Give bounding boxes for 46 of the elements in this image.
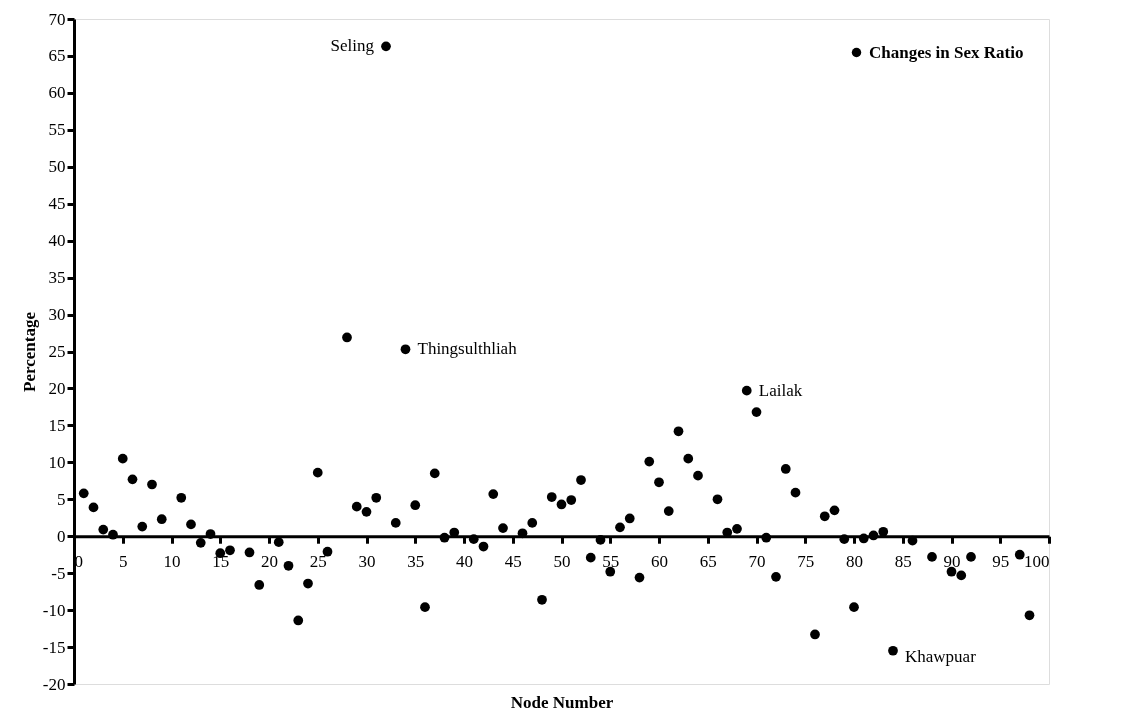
y-tick-label: 35: [48, 268, 66, 288]
x-tick-label: 35: [407, 551, 425, 571]
y-tick-label: 30: [48, 305, 66, 325]
y-tick-label: 45: [48, 194, 66, 214]
y-tick-label: 55: [48, 120, 66, 140]
legend-label: Changes in Sex Ratio: [869, 42, 1024, 62]
y-tick-label: 40: [48, 231, 66, 251]
y-tick-label: 65: [48, 46, 66, 66]
annotation: Khawpuar: [905, 646, 977, 666]
y-tick-label: 5: [57, 489, 66, 509]
x-tick-label: 25: [309, 551, 327, 571]
annotation: Thingsulthliah: [417, 339, 518, 359]
y-tick-label: -15: [42, 637, 66, 657]
x-tick-label: 45: [504, 551, 522, 571]
x-tick-label: 20: [261, 551, 278, 571]
y-tick-label: 50: [48, 157, 66, 177]
y-tick-label: 25: [48, 342, 66, 361]
x-tick-label: 50: [553, 551, 571, 571]
y-tick-label: 10: [48, 452, 66, 472]
y-tick-label: 15: [48, 415, 66, 435]
x-tick-label: 40: [456, 551, 473, 571]
y-tick-label: 20: [48, 378, 66, 398]
y-tick-label: -5: [51, 563, 66, 583]
x-tick-label: 55: [602, 551, 620, 571]
x-tick-label: 75: [797, 551, 815, 571]
x-tick-label: 10: [163, 551, 181, 571]
x-tick-label: 90: [943, 551, 961, 571]
x-tick-label: 65: [699, 551, 717, 571]
x-tick-label: 15: [212, 551, 230, 571]
x-tick-label: 85: [894, 551, 912, 571]
y-tick-label: -20: [42, 674, 66, 694]
y-tick-label: 0: [57, 526, 66, 546]
x-tick-label: 70: [748, 551, 766, 571]
annotation: Lailak: [758, 380, 803, 400]
y-axis-title: Percentage: [19, 311, 39, 392]
x-tick-label: 60: [651, 551, 668, 571]
x-tick-label: 30: [358, 551, 376, 571]
x-tick-label: 5: [119, 551, 128, 571]
annotation: Seling: [330, 36, 375, 56]
x-tick-label: 95: [992, 551, 1010, 571]
x-tick-label: 100: [1024, 551, 1050, 571]
x-tick-label: 80: [846, 551, 863, 571]
x-axis-title: Node Number: [510, 692, 614, 712]
y-tick-label: -10: [42, 600, 66, 620]
y-tick-label: 60: [48, 83, 66, 103]
y-tick-label: 70: [48, 9, 66, 29]
